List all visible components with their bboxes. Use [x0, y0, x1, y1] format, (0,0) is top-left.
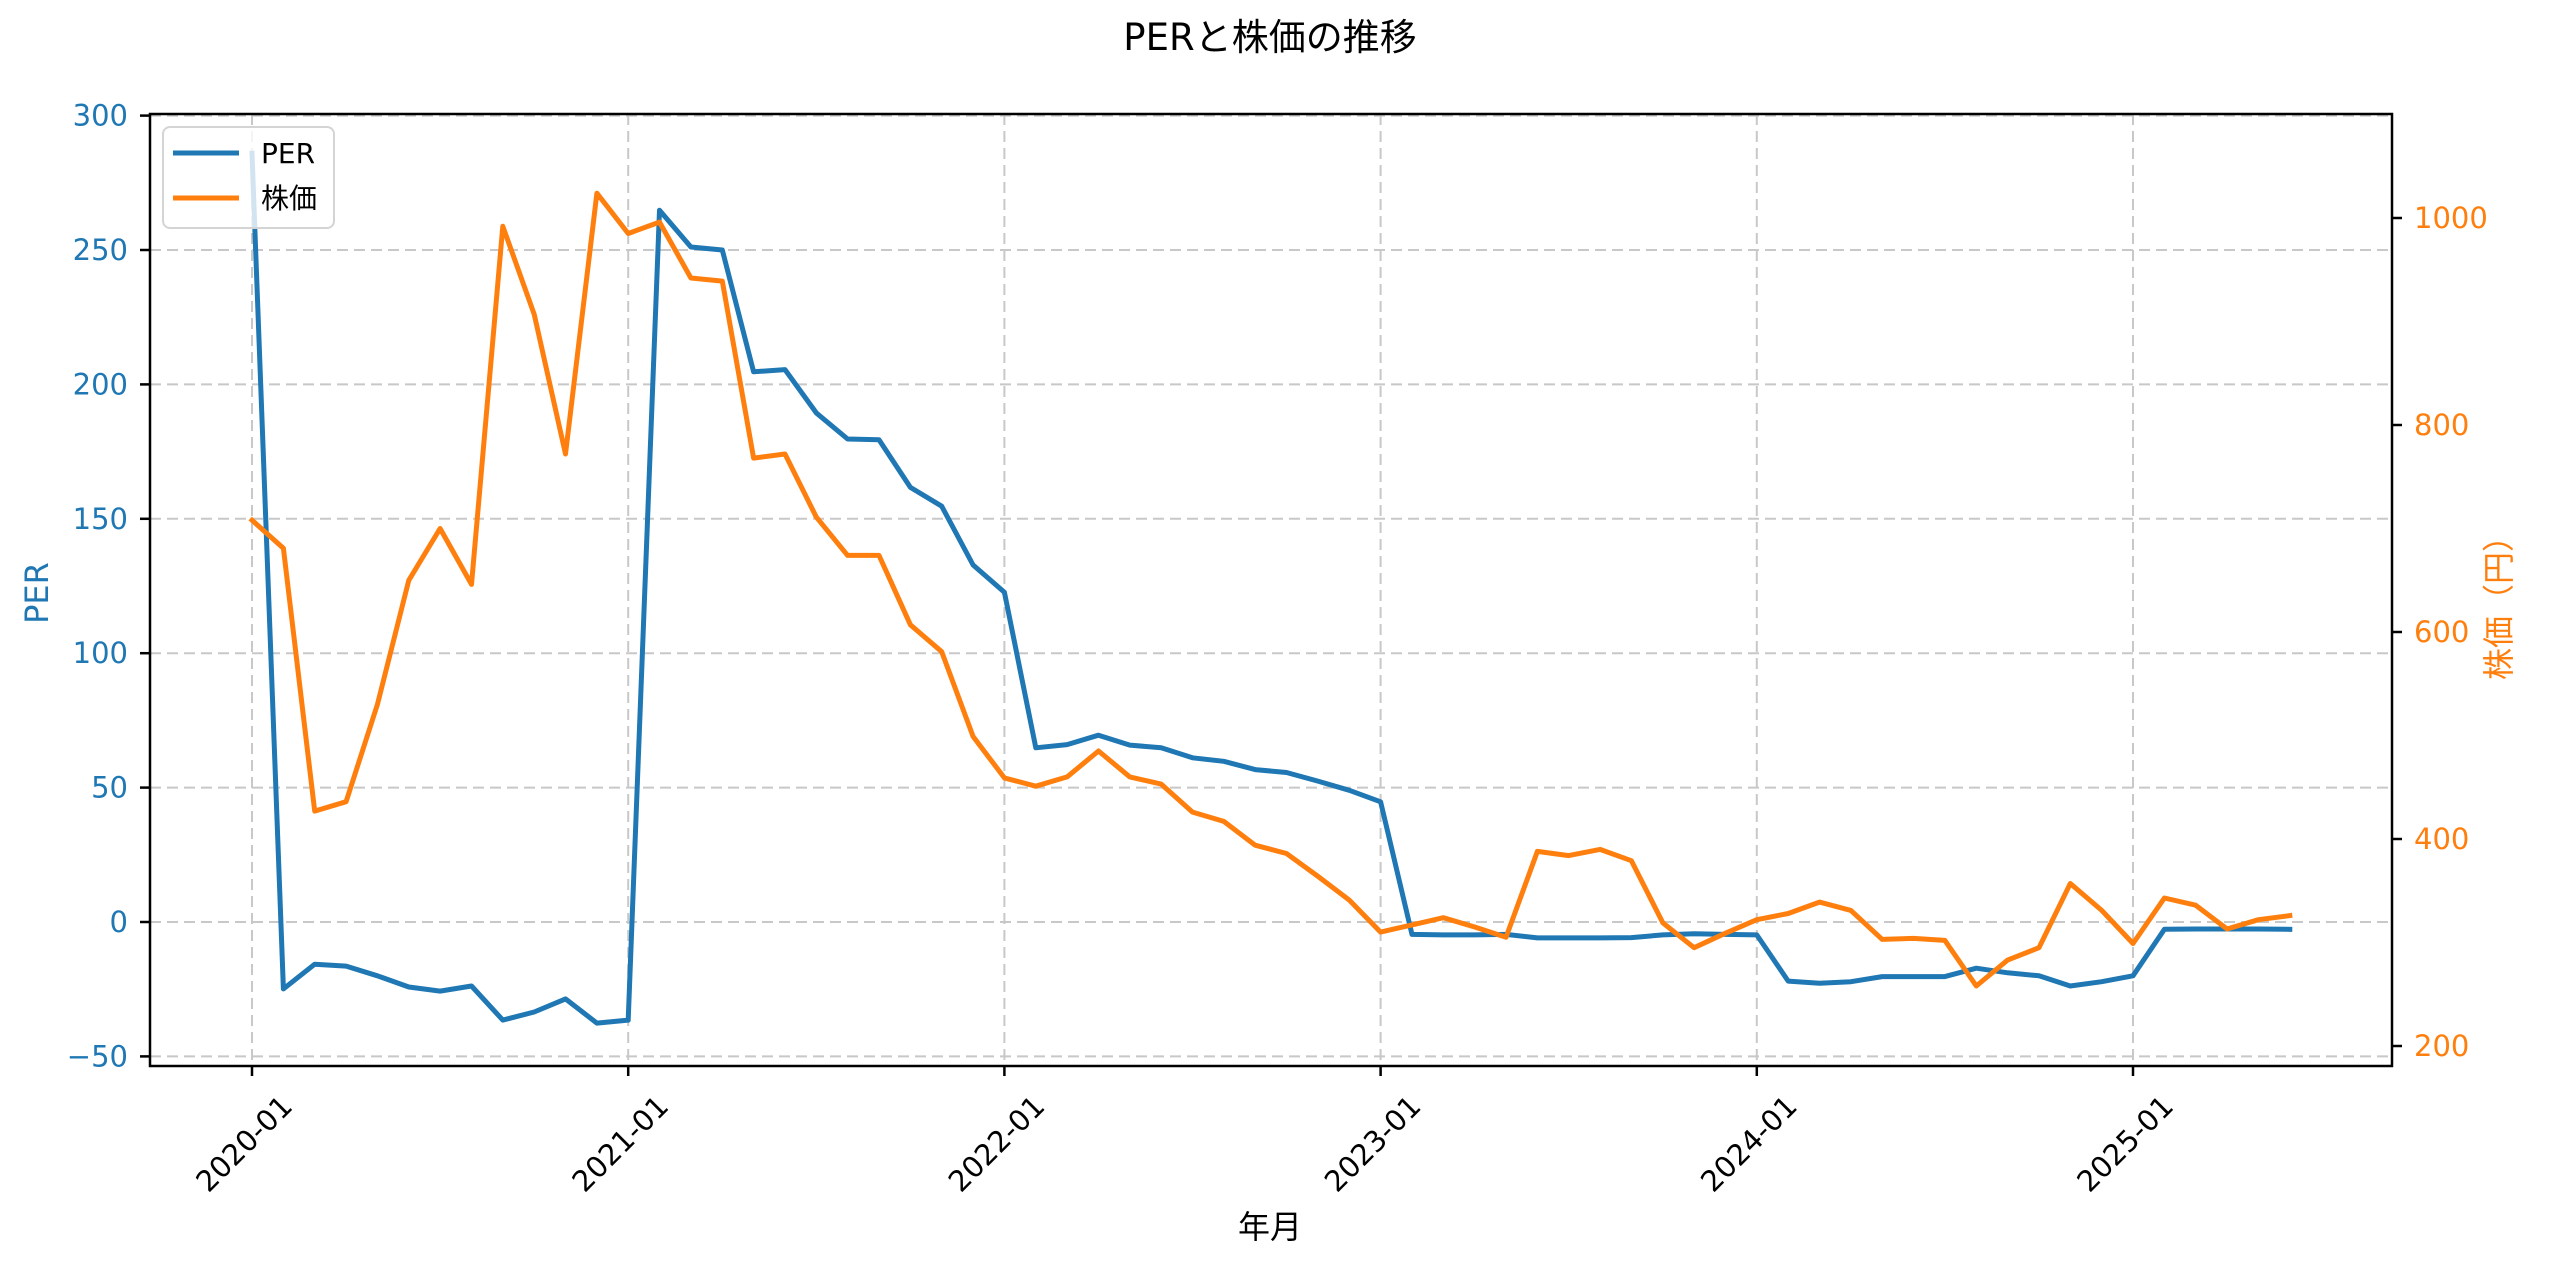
- y-left-tick-label: −50: [67, 1039, 128, 1073]
- y-right-tick-label: 200: [2414, 1029, 2469, 1063]
- x-axis-label: 年月: [1238, 1208, 1302, 1246]
- y-left-tick-label: 250: [73, 233, 128, 267]
- x-axis-ticks: 2020-01 2021-01 2022-01 2023-01 2024-01 2025-…: [189, 1066, 2180, 1199]
- legend-per-label: PER: [261, 137, 315, 170]
- x-tick-label: 2022-01: [942, 1089, 1052, 1199]
- y-axis-right-ticks: 200 400 600 800 1000: [2392, 201, 2488, 1063]
- y-right-tick-label: 1000: [2414, 201, 2488, 235]
- chart-title: PERと株価の推移: [1123, 16, 1416, 59]
- y-left-tick-label: 150: [73, 502, 128, 536]
- x-tick-label: 2023-01: [1318, 1089, 1428, 1199]
- y-right-tick-label: 800: [2414, 408, 2469, 442]
- per-line: [249, 150, 2293, 1026]
- y-right-tick-label: 600: [2414, 615, 2469, 649]
- stock-price-line: [248, 190, 2293, 989]
- y-right-tick-label: 400: [2414, 822, 2469, 856]
- x-tick-label: 2025-01: [2070, 1089, 2180, 1199]
- axes-frame: [148, 112, 2394, 1068]
- y-axis-left-ticks: −50 0 50 100 150 200 250 300: [67, 99, 150, 1073]
- y-left-tick-label: 0: [110, 905, 128, 939]
- legend-price-label: 株価: [261, 182, 317, 215]
- x-tick-label: 2024-01: [1694, 1089, 1804, 1199]
- y-left-tick-label: 50: [91, 771, 128, 805]
- y-axis-right-label: 株価（円）: [2480, 520, 2518, 680]
- y-left-tick-label: 300: [73, 99, 128, 133]
- y-left-tick-label: 100: [73, 636, 128, 670]
- x-tick-label: 2021-01: [565, 1089, 675, 1199]
- legend: PER 株価: [162, 126, 335, 229]
- y-axis-left-label: PER: [18, 562, 56, 624]
- y-left-tick-label: 200: [73, 367, 128, 401]
- plot-series: [248, 150, 2293, 1026]
- grid-lines: [150, 114, 2392, 1066]
- x-tick-label: 2020-01: [189, 1089, 299, 1199]
